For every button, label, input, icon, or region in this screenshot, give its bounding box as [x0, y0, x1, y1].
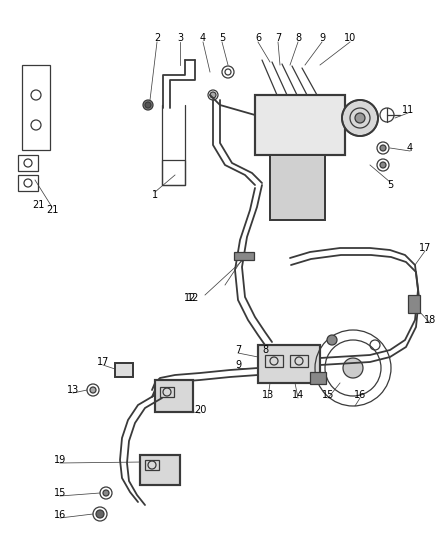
Text: 4: 4 [407, 143, 413, 153]
Bar [18, 175, 38, 191]
Text: 21: 21 [32, 200, 44, 210]
Bar [258, 345, 320, 383]
Text: 1: 1 [152, 190, 158, 200]
Text: 12: 12 [184, 293, 196, 303]
Bar [255, 95, 345, 155]
Bar [115, 363, 133, 377]
Text: 15: 15 [54, 488, 66, 498]
Text: 21: 21 [46, 205, 58, 215]
Text: 4: 4 [200, 33, 206, 43]
Bar [234, 252, 254, 260]
Text: 20: 20 [194, 405, 206, 415]
Bar [155, 380, 193, 412]
Text: 15: 15 [322, 390, 334, 400]
Circle shape [210, 92, 216, 98]
Circle shape [103, 490, 109, 496]
Text: 8: 8 [295, 33, 301, 43]
Text: 9: 9 [319, 33, 325, 43]
Text: 12: 12 [187, 293, 199, 303]
Bar [258, 345, 320, 383]
Text: 3: 3 [177, 33, 183, 43]
Bar [18, 155, 38, 171]
Text: 16: 16 [354, 390, 366, 400]
Circle shape [380, 145, 386, 151]
Text: 7: 7 [275, 33, 281, 43]
Bar [265, 355, 283, 367]
Text: 16: 16 [54, 510, 66, 520]
Text: 5: 5 [219, 33, 225, 43]
Text: 13: 13 [262, 390, 274, 400]
Circle shape [380, 162, 386, 168]
Bar [140, 455, 180, 485]
Text: 10: 10 [344, 33, 356, 43]
Bar [408, 295, 420, 313]
Bar [22, 65, 50, 150]
Circle shape [96, 510, 104, 518]
Text: 5: 5 [387, 180, 393, 190]
Bar [290, 355, 308, 367]
Text: 18: 18 [424, 315, 436, 325]
Circle shape [90, 387, 96, 393]
Bar [155, 380, 193, 412]
Circle shape [327, 335, 337, 345]
Text: 11: 11 [402, 105, 414, 115]
Bar [270, 155, 325, 220]
Text: 14: 14 [292, 390, 304, 400]
Text: 2: 2 [154, 33, 160, 43]
Bar [140, 455, 180, 485]
Bar [145, 460, 159, 470]
Bar [115, 363, 133, 377]
Text: 9: 9 [235, 360, 241, 370]
Bar [310, 372, 326, 384]
Circle shape [355, 113, 365, 123]
Text: 6: 6 [255, 33, 261, 43]
Circle shape [342, 100, 378, 136]
Text: 19: 19 [54, 455, 66, 465]
Circle shape [145, 102, 151, 108]
Bar [270, 155, 325, 220]
Bar [255, 95, 345, 155]
Circle shape [343, 358, 363, 378]
Circle shape [143, 100, 153, 110]
Bar [160, 387, 174, 397]
Text: 17: 17 [419, 243, 431, 253]
Text: 8: 8 [262, 345, 268, 355]
Text: 13: 13 [67, 385, 79, 395]
Bar [162, 160, 185, 185]
Text: 17: 17 [97, 357, 109, 367]
Text: 7: 7 [235, 345, 241, 355]
